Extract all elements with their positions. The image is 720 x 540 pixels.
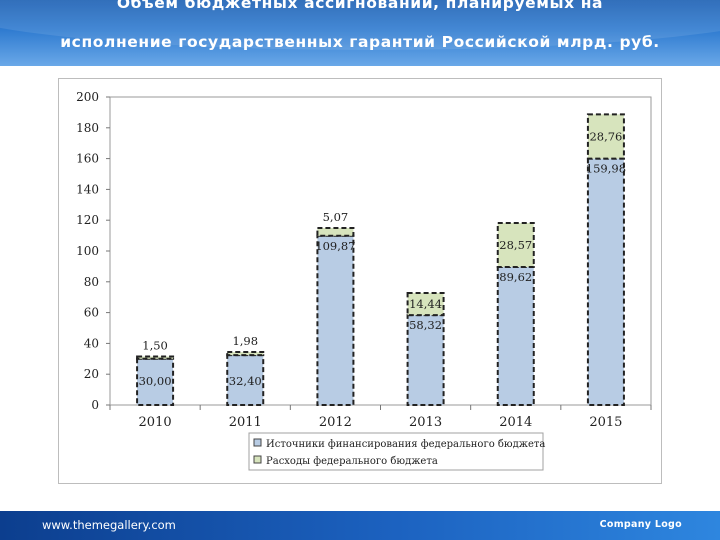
company-logo: Company Logo (599, 519, 682, 530)
chart-card (58, 78, 662, 484)
data-label-2011-expenses: 1,98 (232, 334, 258, 348)
header-banner: Объем бюджетных ассигнований, планируемы… (0, 0, 720, 66)
bar-segment-2014-sources (496, 265, 535, 406)
bar-segment-2015-expenses (586, 113, 625, 160)
legend-label: Расходы федерального бюджета (266, 456, 438, 467)
y-tick-label: 120 (76, 213, 99, 227)
plot-area: 0 20 40 60 80 100 120 140 160 180 200 2010 2011 2012 2… (76, 90, 652, 471)
header-sheen (0, 0, 720, 50)
x-tick-label: 2013 (409, 415, 442, 430)
y-tick-label: 60 (84, 306, 99, 320)
x-tick-label: 2014 (499, 415, 532, 430)
legend-box (248, 432, 544, 471)
footer-bar: www.themegallery.com Company Logo (0, 511, 720, 540)
plot-frame (109, 96, 652, 406)
bar-segment-2011-sources (226, 354, 265, 407)
x-tick-label: 2012 (319, 415, 352, 430)
y-tick-label: 100 (76, 244, 99, 258)
y-tick-label: 200 (76, 90, 99, 104)
x-tick-label: 2015 (589, 415, 622, 430)
bar-segment-2015-sources (586, 157, 625, 406)
y-tick-label: 40 (84, 336, 99, 350)
data-label-2012-sources: 109,87 (315, 239, 355, 253)
bar-segment-2013-expenses (406, 291, 445, 317)
x-tick-label: 2010 (139, 415, 172, 430)
y-tick-label: 0 (91, 398, 99, 412)
page-title-line-1: Объем бюджетных ассигнований, планируемы… (116, 0, 604, 12)
bar-segment-2012-expenses (316, 226, 355, 237)
data-label-2012-expenses: 5,07 (323, 210, 349, 224)
data-label-2014-expenses: 28,57 (499, 238, 532, 252)
bar-segment-2014-expenses (496, 221, 535, 268)
bar-segment-2011-expenses (226, 351, 265, 357)
data-label-2014-sources: 89,62 (499, 270, 532, 284)
y-tick-label: 80 (84, 275, 99, 289)
bar-segment-2010-expenses (136, 355, 175, 360)
x-tick-label: 2011 (229, 415, 262, 430)
footer-url[interactable]: www.themegallery.com (42, 518, 176, 532)
legend-swatch (253, 455, 262, 464)
legend-swatch (253, 438, 262, 447)
legend-label: Источники финансирования федерального бю… (266, 439, 545, 450)
data-label-2015-expenses: 28,76 (589, 129, 622, 143)
bar-segment-2010-sources (136, 357, 175, 406)
data-label-2013-sources: 58,32 (409, 318, 442, 332)
bar-segment-2012-sources (316, 234, 355, 406)
data-label-2010-sources: 30,00 (139, 374, 172, 388)
y-tick-label: 140 (76, 182, 99, 196)
y-tick-label: 20 (84, 367, 99, 381)
data-label-2015-sources: 159,98 (586, 162, 626, 176)
data-label-2010-expenses: 1,50 (142, 338, 168, 352)
page-title-line-2: исполнение государственных гарантий Росс… (60, 33, 660, 51)
data-label-2013-expenses: 14,44 (409, 297, 442, 311)
data-label-2011-sources: 32,40 (229, 374, 262, 388)
y-tick-label: 180 (76, 121, 99, 135)
y-tick-label: 160 (76, 152, 99, 166)
